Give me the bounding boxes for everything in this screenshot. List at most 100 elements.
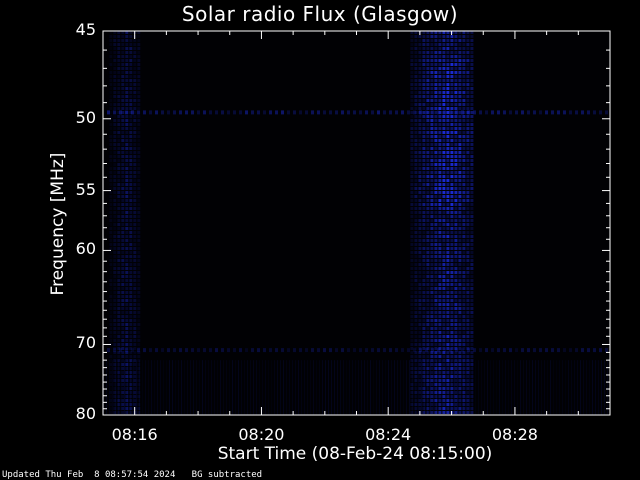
burst-cell bbox=[466, 235, 470, 238]
burst-cell bbox=[410, 39, 414, 42]
band-cell bbox=[137, 79, 141, 82]
interference-mark bbox=[245, 110, 248, 115]
burst-cell bbox=[434, 55, 438, 58]
burst-cell bbox=[454, 411, 458, 414]
burst-cell bbox=[454, 95, 458, 98]
interference-mark bbox=[215, 348, 218, 353]
band-cell bbox=[121, 407, 125, 410]
burst-cell bbox=[410, 59, 414, 62]
band-cell bbox=[117, 215, 121, 218]
burst-cell bbox=[458, 323, 462, 326]
interference-mark bbox=[335, 348, 338, 353]
burst-cell bbox=[442, 103, 446, 106]
band-cell bbox=[109, 63, 113, 66]
interference-mark bbox=[401, 348, 404, 353]
burst-cell bbox=[470, 355, 474, 358]
burst-cell bbox=[434, 295, 438, 298]
burst-cell bbox=[418, 247, 422, 250]
band-cell bbox=[137, 107, 141, 110]
burst-cell bbox=[466, 163, 470, 166]
band-cell bbox=[129, 379, 133, 382]
burst-cell bbox=[454, 139, 458, 142]
band-cell bbox=[121, 31, 125, 34]
band-cell bbox=[117, 295, 121, 298]
band-cell bbox=[133, 175, 137, 178]
band-cell bbox=[125, 215, 129, 218]
noise-stripe bbox=[235, 360, 236, 415]
burst-cell bbox=[426, 31, 430, 34]
band-cell bbox=[117, 35, 121, 38]
burst-cell bbox=[414, 395, 418, 398]
burst-cell bbox=[414, 327, 418, 330]
burst-cell bbox=[446, 367, 450, 370]
interference-mark bbox=[449, 348, 452, 353]
band-cell bbox=[137, 319, 141, 322]
burst-cell bbox=[442, 163, 446, 166]
band-cell bbox=[129, 103, 133, 106]
burst-cell bbox=[454, 307, 458, 310]
band-cell bbox=[109, 111, 113, 114]
noise-stripe bbox=[481, 360, 482, 415]
band-cell bbox=[121, 159, 125, 162]
burst-cell bbox=[446, 227, 450, 230]
burst-cell bbox=[418, 187, 422, 190]
interference-mark bbox=[599, 110, 602, 115]
burst-cell bbox=[458, 243, 462, 246]
burst-cell bbox=[430, 135, 434, 138]
burst-cell bbox=[450, 55, 454, 58]
band-cell bbox=[117, 203, 121, 206]
interference-mark bbox=[557, 348, 560, 353]
band-cell bbox=[125, 295, 129, 298]
burst-cell bbox=[426, 339, 430, 342]
burst-cell bbox=[466, 39, 470, 42]
interference-mark bbox=[599, 348, 602, 353]
burst-cell bbox=[418, 191, 422, 194]
burst-cell bbox=[438, 103, 442, 106]
interference-mark bbox=[563, 110, 566, 115]
burst-cell bbox=[450, 335, 454, 338]
noise-stripe bbox=[256, 360, 257, 415]
burst-cell bbox=[442, 179, 446, 182]
burst-cell bbox=[466, 159, 470, 162]
burst-cell bbox=[426, 311, 430, 314]
band-cell bbox=[137, 259, 141, 262]
y-tick-label: 50 bbox=[75, 107, 96, 127]
interference-mark bbox=[305, 110, 308, 115]
burst-cell bbox=[410, 215, 414, 218]
burst-cell bbox=[442, 59, 446, 62]
band-cell bbox=[137, 399, 141, 402]
burst-cell bbox=[410, 343, 414, 346]
burst-cell bbox=[430, 219, 434, 222]
burst-cell bbox=[458, 311, 462, 314]
burst-cell bbox=[418, 319, 422, 322]
burst-cell bbox=[462, 91, 466, 94]
burst-cell bbox=[458, 363, 462, 366]
band-cell bbox=[137, 363, 141, 366]
burst-cell bbox=[434, 215, 438, 218]
noise-stripe bbox=[196, 360, 197, 415]
burst-cell bbox=[426, 239, 430, 242]
burst-cell bbox=[454, 99, 458, 102]
burst-cell bbox=[410, 119, 414, 122]
y-tick-label: 45 bbox=[75, 20, 96, 39]
band-cell bbox=[129, 35, 133, 38]
burst-cell bbox=[466, 203, 470, 206]
band-cell bbox=[125, 231, 129, 234]
noise-stripe bbox=[472, 360, 473, 415]
band-cell bbox=[113, 371, 117, 374]
burst-cell bbox=[414, 191, 418, 194]
burst-cell bbox=[426, 307, 430, 310]
noise-stripe bbox=[397, 360, 398, 415]
burst-cell bbox=[414, 363, 418, 366]
burst-cell bbox=[458, 103, 462, 106]
interference-mark bbox=[341, 110, 344, 115]
burst-cell bbox=[410, 339, 414, 342]
burst-cell bbox=[454, 403, 458, 406]
band-cell bbox=[109, 355, 113, 358]
band-cell bbox=[113, 39, 117, 42]
burst-cell bbox=[434, 243, 438, 246]
burst-cell bbox=[466, 167, 470, 170]
burst-cell bbox=[410, 31, 414, 34]
band-cell bbox=[121, 187, 125, 190]
burst-cell bbox=[446, 51, 450, 54]
